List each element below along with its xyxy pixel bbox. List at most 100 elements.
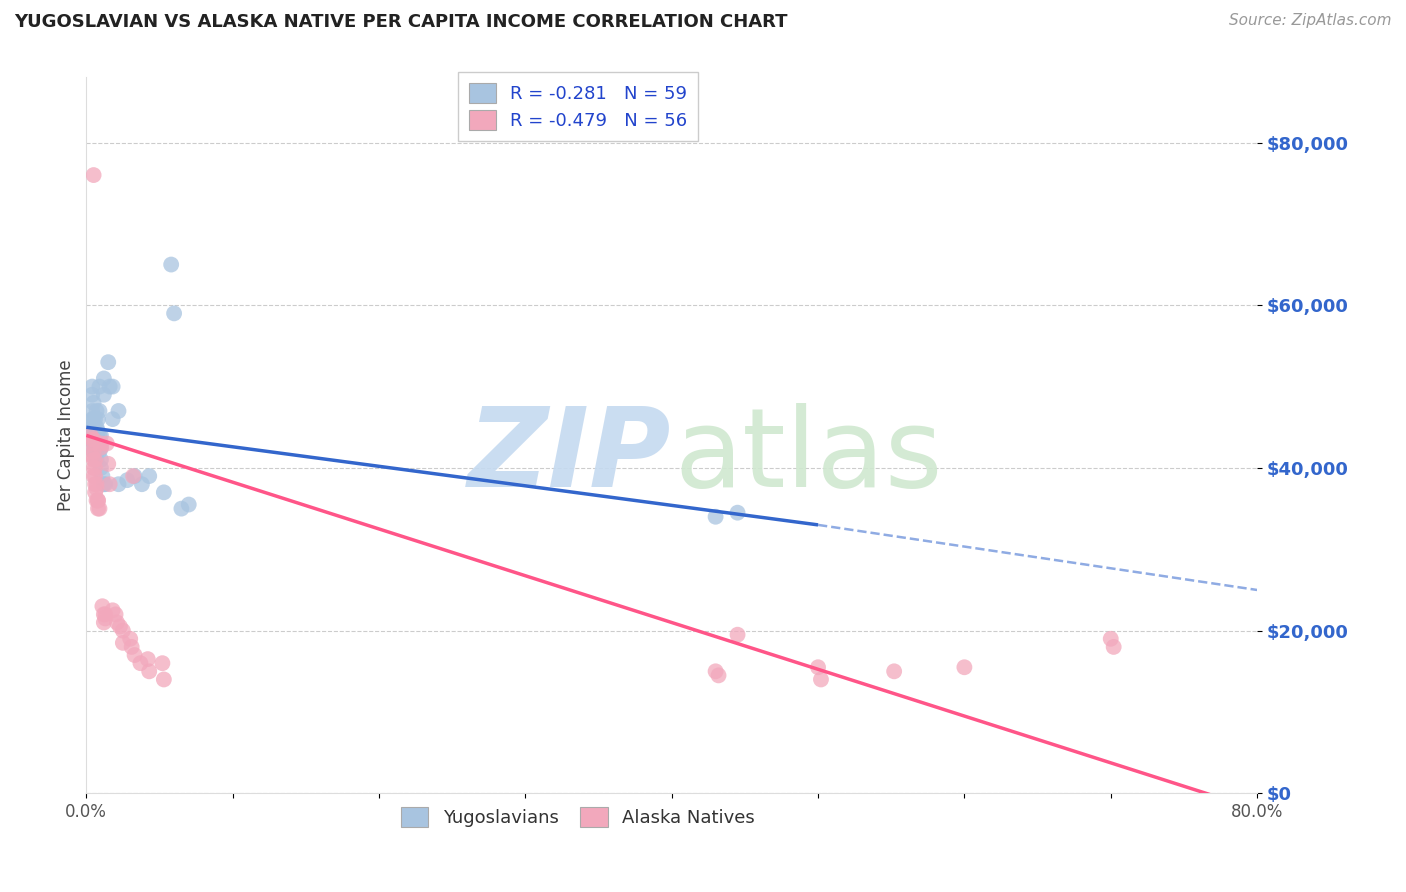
Point [84,477,107,491]
Text: atlas: atlas [673,403,942,510]
Point [104,607,127,622]
Point [86,477,108,491]
Point [97,355,120,369]
Point [727,628,749,642]
Point [163,306,186,320]
Point [82,404,104,418]
Point [704,665,727,679]
Point [82,379,104,393]
Point [82,433,104,447]
Point [84,425,107,439]
Point [138,665,160,679]
Point [79,425,101,439]
Text: Source: ZipAtlas.com: Source: ZipAtlas.com [1229,13,1392,29]
Point [98,477,121,491]
Point [83,433,105,447]
Point [117,473,139,487]
Point [82,436,104,450]
Point [83,428,105,442]
Point [101,603,124,617]
Point [90,441,112,455]
Point [83,436,105,450]
Point [1102,640,1125,654]
Point [89,444,111,458]
Point [124,648,146,662]
Point [82,412,104,426]
Legend: Yugoslavians, Alaska Natives: Yugoslavians, Alaska Natives [394,800,762,834]
Point [83,396,105,410]
Point [83,168,105,182]
Point [86,493,108,508]
Point [84,436,107,450]
Point [86,444,108,458]
Point [87,493,110,508]
Point [90,428,112,442]
Point [138,469,160,483]
Point [84,461,107,475]
Point [152,656,174,670]
Point [807,660,830,674]
Point [89,379,111,393]
Point [82,420,104,434]
Point [84,485,107,500]
Point [86,420,108,434]
Point [707,668,730,682]
Point [87,425,110,439]
Point [82,428,104,442]
Point [82,388,104,402]
Point [84,469,107,483]
Point [94,607,117,622]
Point [93,607,115,622]
Point [120,632,142,646]
Point [94,611,117,625]
Point [93,615,115,630]
Point [105,615,128,630]
Y-axis label: Per Capita Income: Per Capita Income [58,359,75,511]
Point [86,481,108,495]
Point [124,469,146,483]
Point [89,501,111,516]
Point [160,258,183,272]
Point [810,673,832,687]
Point [87,493,110,508]
Point [101,412,124,426]
Point [86,428,108,442]
Point [122,469,145,483]
Point [83,420,105,434]
Point [90,461,112,475]
Point [107,477,129,491]
Point [131,477,153,491]
Point [91,599,114,614]
Point [727,506,749,520]
Point [93,371,115,385]
Point [90,452,112,467]
Point [108,619,131,633]
Point [84,452,107,467]
Point [93,388,115,402]
Point [79,433,101,447]
Point [111,624,134,638]
Point [177,498,200,512]
Point [93,477,115,491]
Point [90,441,112,455]
Point [86,436,108,450]
Point [101,379,124,393]
Point [89,428,111,442]
Point [83,412,105,426]
Point [107,404,129,418]
Point [97,457,120,471]
Point [129,656,152,670]
Point [98,379,121,393]
Point [883,665,905,679]
Text: YUGOSLAVIAN VS ALASKA NATIVE PER CAPITA INCOME CORRELATION CHART: YUGOSLAVIAN VS ALASKA NATIVE PER CAPITA … [14,13,787,31]
Point [89,404,111,418]
Point [153,673,176,687]
Point [86,452,108,467]
Point [94,477,117,491]
Point [1099,632,1122,646]
Point [704,509,727,524]
Point [87,501,110,516]
Point [953,660,976,674]
Point [170,501,193,516]
Point [86,404,108,418]
